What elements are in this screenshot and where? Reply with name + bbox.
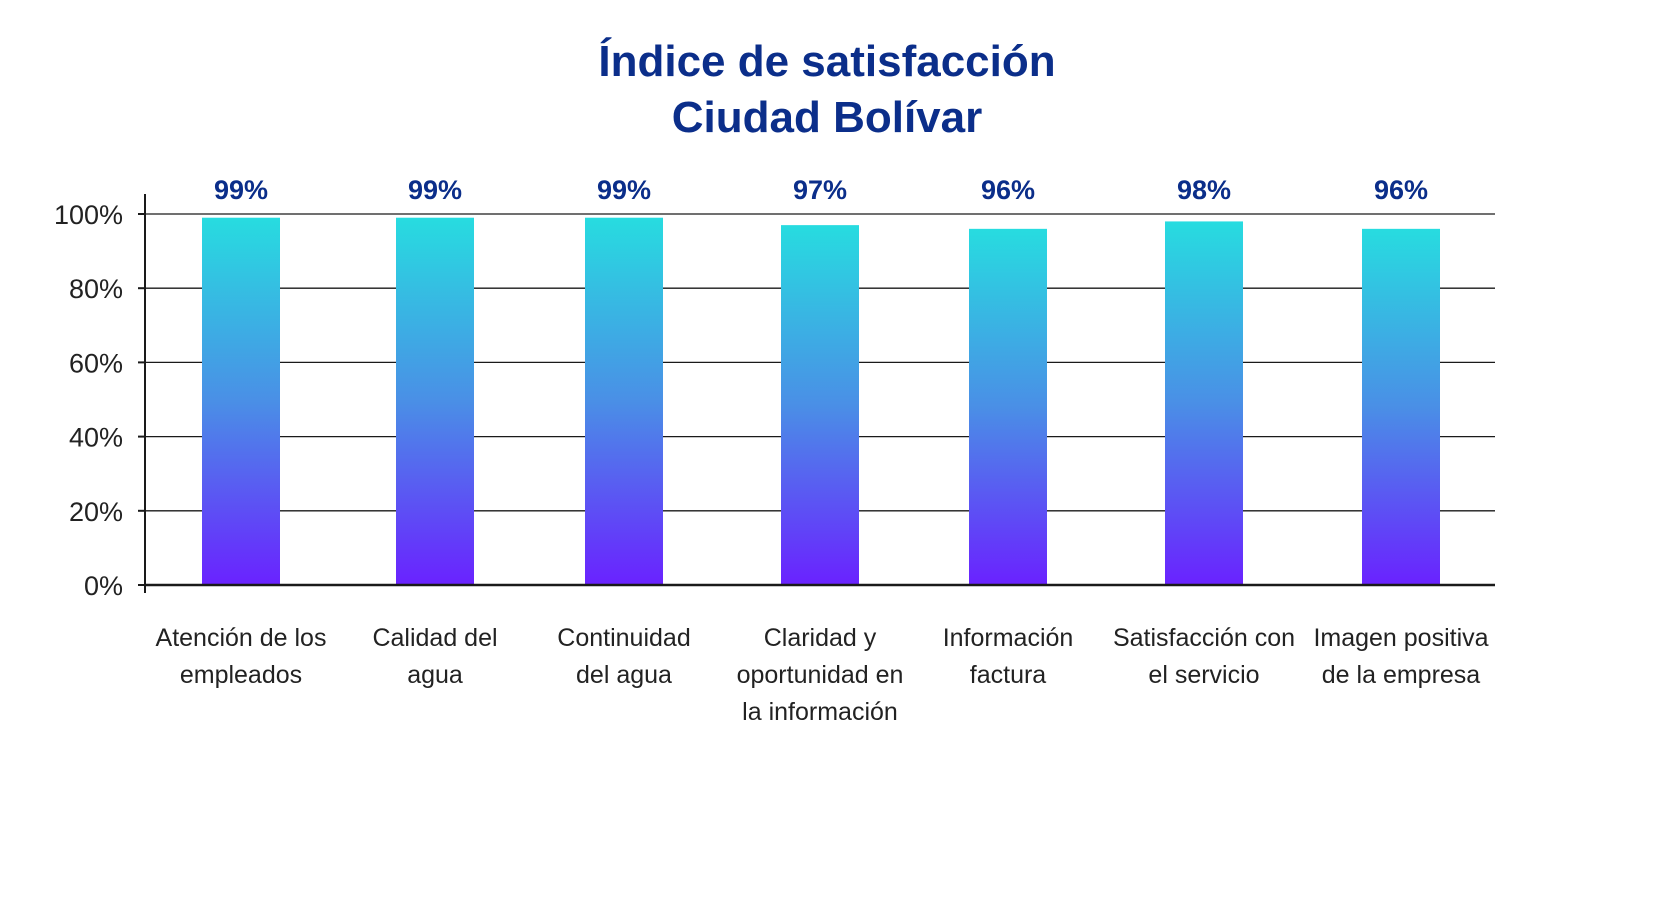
x-tick-label: Continuidad <box>557 624 690 652</box>
x-tick-label: agua <box>407 661 463 689</box>
x-tick-label: Claridad y <box>764 624 877 652</box>
bar <box>781 225 859 585</box>
x-tick-label: Satisfacción con <box>1113 624 1295 652</box>
data-label: 99% <box>597 175 651 205</box>
x-tick-label: Imagen positiva <box>1313 624 1488 652</box>
y-tick-label: 100% <box>54 200 123 230</box>
chart-title-line-1: Índice de satisfacción <box>598 37 1056 86</box>
x-tick-label: Información <box>943 624 1074 652</box>
bar <box>396 217 474 585</box>
x-tick-label: el servicio <box>1148 661 1259 689</box>
x-tick-label: factura <box>970 661 1047 689</box>
bar <box>585 217 663 585</box>
y-tick-label: 60% <box>69 348 123 378</box>
y-tick-label: 20% <box>69 497 123 527</box>
data-label: 96% <box>1374 175 1428 205</box>
x-tick-label: Calidad del <box>372 624 497 652</box>
x-tick-label: de la empresa <box>1322 661 1481 689</box>
chart-title-line-2: Ciudad Bolívar <box>671 93 983 142</box>
bar <box>202 217 280 585</box>
data-label: 98% <box>1177 175 1231 205</box>
data-label: 99% <box>408 175 462 205</box>
data-label: 96% <box>981 175 1035 205</box>
y-tick-label: 80% <box>69 274 123 304</box>
data-label: 97% <box>793 175 847 205</box>
bar <box>969 228 1047 585</box>
x-tick-label: oportunidad en <box>737 661 904 689</box>
y-tick-label: 40% <box>69 423 123 453</box>
x-tick-label: empleados <box>180 661 302 689</box>
bar <box>1362 228 1440 585</box>
x-tick-label: del agua <box>576 661 672 689</box>
bar <box>1165 221 1243 586</box>
x-tick-label: la información <box>742 698 898 726</box>
x-tick-label: Atención de los <box>156 624 327 652</box>
data-label: 99% <box>214 175 268 205</box>
y-tick-label: 0% <box>84 571 123 601</box>
